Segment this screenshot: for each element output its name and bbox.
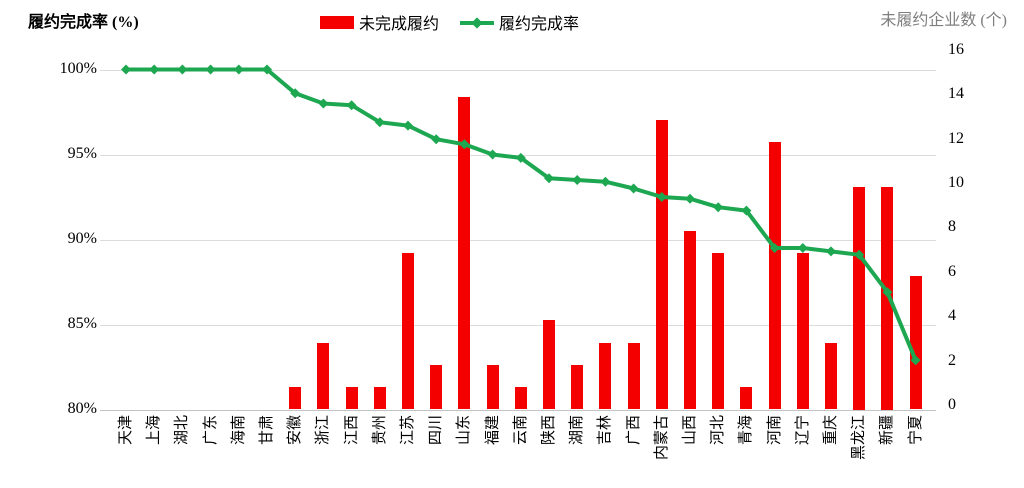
right-axis-tick-label: 8 — [948, 218, 956, 236]
bar — [514, 387, 527, 410]
line-marker — [544, 173, 554, 184]
line-marker — [318, 98, 329, 109]
left-axis-tick-label: 90% — [67, 229, 97, 247]
x-axis-category-label: 青海 — [738, 415, 755, 446]
bar — [571, 364, 584, 410]
right-axis-tick-label: 2 — [948, 351, 956, 369]
bar — [712, 253, 725, 410]
right-axis-tick-label: 10 — [948, 174, 964, 191]
line-marker — [628, 183, 639, 194]
x-axis-category-label: 山东 — [456, 415, 473, 446]
line-marker — [600, 176, 611, 187]
line-series-swatch — [460, 16, 495, 29]
line-marker — [826, 246, 836, 257]
x-axis-category-label: 山西 — [682, 415, 698, 446]
left-axis-tick-label: 100% — [59, 59, 97, 77]
bar — [289, 387, 302, 410]
gridline — [100, 69, 936, 71]
x-axis-category-label: 河南 — [766, 415, 783, 446]
left-axis-tick-label: 80% — [67, 399, 97, 417]
line-marker — [403, 120, 413, 131]
bar-series-swatch — [320, 15, 354, 29]
bar — [486, 364, 499, 410]
x-axis-category-label: 内蒙古 — [653, 415, 670, 461]
bar — [796, 253, 809, 410]
bar — [684, 231, 696, 410]
left-axis-tick-label: 95% — [67, 144, 97, 162]
x-axis-category-label: 海南 — [230, 415, 247, 446]
gridline — [100, 239, 936, 241]
x-axis-category-label: 广东 — [202, 415, 219, 446]
x-axis-category-label: 宁夏 — [907, 415, 924, 446]
x-axis-category-label: 甘肃 — [259, 415, 275, 446]
bar — [373, 387, 386, 410]
x-axis-category-label: 贵州 — [371, 415, 388, 446]
bar — [430, 364, 443, 410]
left-axis-title: 履约完成率 (%) — [28, 14, 139, 31]
bar — [345, 387, 358, 410]
line-marker — [685, 193, 695, 204]
x-axis-category-label: 江苏 — [400, 415, 416, 446]
x-axis-category-label: 河北 — [710, 415, 727, 446]
right-axis-tick-label: 12 — [948, 129, 964, 147]
x-axis-category-label: 湖北 — [174, 415, 191, 446]
line-marker — [713, 202, 724, 213]
x-axis-category-label: 上海 — [146, 415, 163, 446]
legend-item-bar: 未完成履约 — [320, 10, 439, 34]
bar — [825, 342, 837, 410]
bar — [402, 253, 414, 410]
x-axis-category-label: 浙江 — [315, 415, 332, 446]
x-axis-category-label: 黑龙江 — [851, 415, 868, 461]
line-marker — [797, 243, 808, 253]
right-axis-tick-label: 16 — [948, 40, 964, 58]
x-axis-category-label: 云南 — [512, 415, 529, 446]
left-axis-tick-label: 85% — [67, 314, 97, 332]
line-series-label: 履约完成率 — [499, 16, 580, 33]
x-axis-category-label: 江西 — [343, 415, 360, 446]
x-axis-category-label: 湖南 — [569, 415, 586, 446]
bar — [458, 97, 471, 410]
line-marker — [572, 175, 583, 185]
right-axis-tick-label: 4 — [948, 307, 956, 325]
x-axis-category-label: 陕西 — [541, 415, 557, 446]
x-axis-line — [100, 409, 936, 411]
bar-series-label: 未完成履约 — [359, 16, 440, 33]
x-axis-category-label: 重庆 — [823, 415, 839, 446]
x-axis-category-label: 辽宁 — [794, 415, 811, 446]
x-axis-category-label: 广西 — [625, 415, 642, 446]
bar — [853, 186, 866, 410]
bar — [543, 320, 555, 410]
x-axis-category-label: 天津 — [118, 415, 134, 446]
x-axis-category-label: 安徽 — [287, 415, 304, 446]
legend-item-line: 履约完成率 — [460, 10, 579, 34]
right-axis-title: 未履约企业数 (个) — [880, 12, 1007, 29]
x-axis-category-label: 新疆 — [879, 415, 896, 446]
bar — [317, 342, 330, 410]
x-axis-category-label: 四川 — [428, 415, 445, 446]
line-marker — [431, 134, 442, 145]
bar — [768, 141, 781, 410]
diamond-marker-icon — [471, 16, 483, 29]
bar — [627, 342, 640, 410]
line-marker — [346, 100, 357, 111]
x-axis-category-label: 吉林 — [597, 415, 614, 446]
line-marker — [290, 88, 301, 99]
right-axis-tick-label: 0 — [948, 396, 956, 413]
bar — [599, 342, 612, 410]
line-marker — [741, 205, 752, 216]
bar — [881, 186, 894, 410]
bar — [740, 387, 753, 410]
line-marker — [374, 117, 385, 128]
gridline — [100, 324, 936, 326]
legend: 未完成履约 履约完成率 — [320, 10, 579, 34]
gridline — [100, 154, 936, 156]
x-axis-category-label: 福建 — [484, 415, 501, 446]
bar — [909, 275, 922, 410]
right-axis-tick-label: 14 — [948, 85, 964, 103]
right-axis-tick-label: 6 — [948, 262, 956, 280]
bar — [655, 119, 668, 410]
